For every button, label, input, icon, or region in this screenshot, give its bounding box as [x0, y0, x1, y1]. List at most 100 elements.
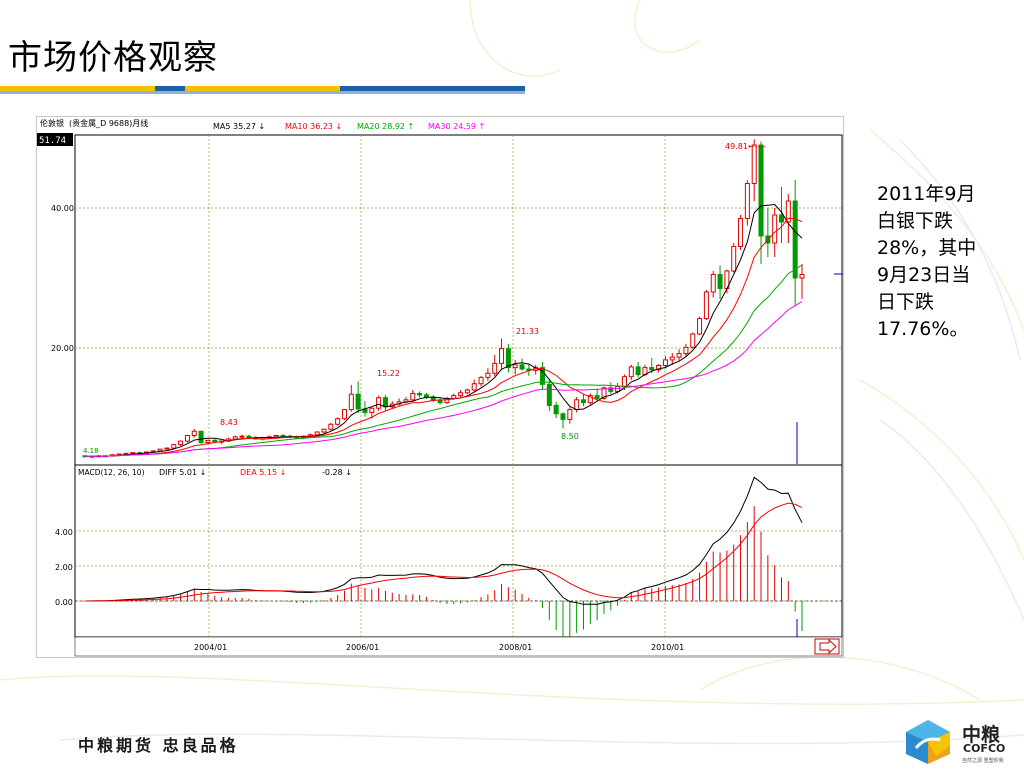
candle-body: [690, 333, 696, 348]
price-drop-note: 2011年9月 白银下跌 28%，其中 9月23日当 日下跌 17.76%。: [877, 181, 1017, 343]
note-line: 白银下跌: [877, 210, 954, 232]
page-title: 市场价格观察: [8, 38, 218, 78]
annotation-start: 4.18: [83, 447, 99, 455]
candle-body: [205, 439, 211, 443]
note-line: 2011年9月: [877, 183, 976, 205]
x-axis-2008: 2008/01: [499, 643, 532, 652]
ma20-line: [84, 264, 803, 457]
candle-body: [451, 395, 457, 399]
candle-body: [184, 435, 190, 442]
macd-diff-line: [84, 476, 803, 605]
note-line: 9月23日当: [877, 264, 971, 286]
x-axis-2010: 2010/01: [651, 643, 684, 652]
candle-body: [178, 440, 184, 446]
price-axis-20: 20.00: [51, 344, 74, 353]
candle-body: [546, 383, 552, 406]
note-line: 日下跌: [877, 291, 935, 313]
candle-body: [683, 346, 689, 355]
candle-body: [321, 428, 327, 433]
current-price: 51.74: [39, 136, 66, 146]
candle-body: [437, 400, 443, 404]
logo-tagline: 自然之源 重塑你我: [962, 758, 1004, 764]
ma10-line: [84, 217, 803, 457]
candle-body: [328, 423, 334, 430]
x-axis-band: [74, 636, 843, 657]
candle-body: [212, 439, 218, 443]
candle-body: [779, 214, 785, 223]
macd-diff: DIFF 5.01 ↓: [159, 468, 206, 477]
candle-body: [731, 246, 737, 272]
macd-axis-4: 4.00: [55, 528, 73, 537]
candle-body: [341, 409, 347, 420]
candle-body: [669, 356, 675, 361]
candle-body: [553, 404, 559, 415]
note-line: 17.76%。: [877, 318, 969, 340]
candle-body: [280, 435, 286, 437]
candle-body: [198, 430, 204, 443]
note-line: 28%，其中: [877, 237, 977, 259]
price-chart-panel: 伦敦银 (贵金属_D 9688)月线 MA5 35.27 ↓ MA10 36.2…: [36, 116, 844, 658]
candle-body: [499, 348, 505, 364]
cofco-cube-icon: [906, 720, 950, 764]
candle-body: [512, 364, 518, 369]
candle-body: [601, 387, 607, 399]
annotation-2004-peak: 8.43: [220, 418, 238, 427]
macd-value: -0.28 ↓: [322, 468, 352, 477]
candle-body: [635, 366, 641, 376]
candle-body: [471, 383, 477, 391]
candle-body: [348, 393, 354, 411]
candle-body: [567, 409, 573, 420]
candle-body: [164, 447, 170, 450]
candle-body: [355, 393, 361, 410]
logo-chinese-name: 中粮: [962, 724, 1001, 746]
candle-body: [792, 200, 798, 279]
candle-body: [628, 366, 634, 378]
candle-body: [594, 395, 600, 399]
candle-body: [649, 367, 655, 371]
candle-body: [273, 435, 279, 438]
candle-body: [505, 348, 511, 369]
macd-dea-line: [85, 502, 803, 602]
macd-indicator: [75, 476, 842, 638]
candle-body: [710, 274, 716, 293]
candle-body: [608, 387, 614, 392]
candle-body: [485, 372, 491, 378]
candle-body: [676, 353, 682, 358]
candle-body: [232, 436, 238, 440]
candle-body: [758, 144, 764, 237]
ma5-label: MA5 35.27 ↓: [213, 122, 265, 131]
scroll-right-arrow-icon[interactable]: [814, 638, 840, 655]
candle-body: [799, 274, 805, 279]
current-price-box: [37, 133, 73, 146]
logo-english-name: COFCO: [963, 742, 1006, 755]
candle-body: [656, 365, 662, 371]
candle-body: [314, 431, 320, 436]
candle-body: [621, 376, 627, 388]
candle-body: [587, 395, 593, 404]
annotation-high: 49.81←----: [725, 142, 766, 151]
annotation-2008-peak: 21.33: [516, 327, 539, 336]
price-axis-40: 40.00: [51, 204, 74, 213]
annotation-2008-low: 8.50: [561, 432, 579, 441]
x-axis-2004: 2004/01: [194, 643, 227, 652]
price-plot-frame: [74, 134, 843, 466]
candle-body: [519, 364, 525, 370]
ma30-label: MA30 24.59 ↑: [428, 122, 485, 131]
candle-body: [191, 430, 197, 436]
candle-body: [458, 392, 464, 397]
candle-body: [157, 448, 163, 452]
candle-body: [772, 214, 778, 244]
candlestick-series: [82, 139, 805, 458]
candle-body: [744, 183, 750, 219]
period-label: (贵金属_D 9688)月线: [69, 118, 148, 128]
instrument-label: 伦敦银: [40, 118, 64, 128]
candle-body: [492, 362, 498, 374]
candle-body: [540, 367, 546, 385]
candle-body: [574, 399, 580, 411]
candle-body: [246, 435, 252, 439]
candle-body: [376, 397, 382, 409]
candle-body: [171, 444, 177, 449]
candle-body: [751, 144, 757, 184]
candle-body: [697, 318, 703, 335]
candle-body: [464, 389, 470, 394]
